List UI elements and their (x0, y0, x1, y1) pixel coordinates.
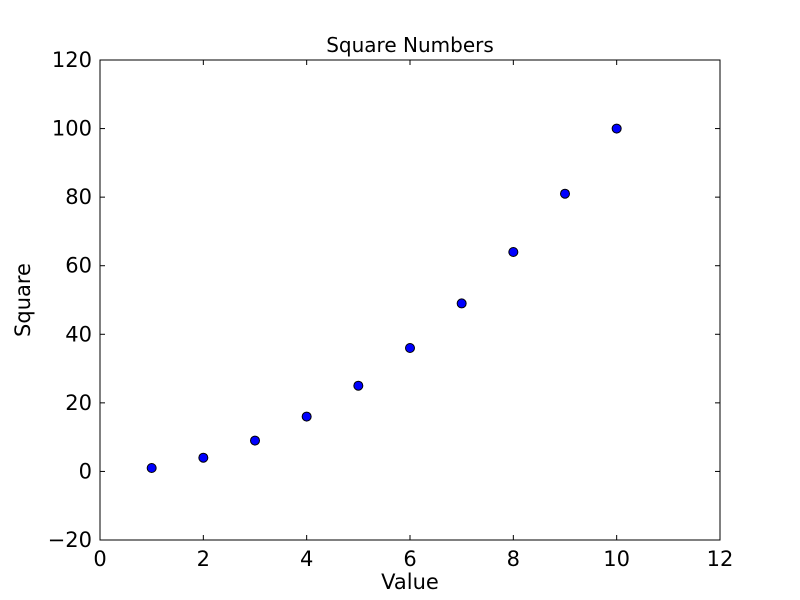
y-tick-label: 100 (52, 117, 92, 141)
y-tick-label: 0 (79, 459, 92, 483)
data-point (456, 298, 467, 309)
data-point (508, 247, 519, 257)
y-tick-label: 60 (65, 254, 92, 278)
x-tick-label: 6 (403, 547, 416, 571)
y-tick-label: 80 (65, 185, 92, 209)
y-tick-label: 20 (65, 391, 92, 415)
axis-ticks (99, 59, 721, 541)
y-tick-label: 120 (52, 48, 92, 72)
x-tick-label: 2 (197, 547, 210, 571)
x-tick-label: 0 (93, 547, 106, 571)
data-point (250, 435, 260, 446)
plot-area (99, 59, 721, 541)
data-point (353, 380, 364, 391)
data-point (301, 411, 312, 422)
x-tick-label: 10 (603, 547, 630, 571)
data-point (405, 343, 415, 353)
scatter-points (146, 123, 622, 473)
x-tick-label: 4 (300, 547, 313, 571)
y-tick-label: −20 (48, 528, 92, 552)
data-point (611, 123, 622, 134)
data-point (560, 188, 570, 199)
y-tick-label: 40 (65, 322, 92, 346)
data-point (146, 463, 157, 473)
chart-title: Square Numbers (326, 33, 494, 57)
y-axis-label: Square (11, 263, 35, 337)
data-point (198, 452, 209, 463)
x-tick-label: 8 (507, 547, 520, 571)
x-axis-label: Value (381, 570, 439, 594)
x-tick-label: 12 (707, 547, 734, 571)
